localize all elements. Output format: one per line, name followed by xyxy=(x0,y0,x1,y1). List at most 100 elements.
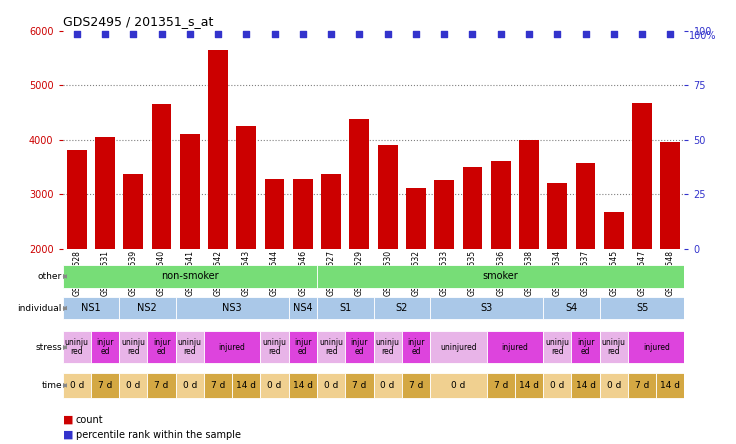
Text: 0 d: 0 d xyxy=(381,381,394,390)
Text: injured: injured xyxy=(643,343,670,352)
Bar xyxy=(176,297,289,319)
Text: other: other xyxy=(38,272,62,281)
Bar xyxy=(91,373,119,397)
Bar xyxy=(289,373,317,397)
Text: individual: individual xyxy=(18,304,62,313)
Bar xyxy=(576,163,595,357)
Bar xyxy=(208,50,228,357)
Bar xyxy=(91,331,119,363)
Point xyxy=(269,31,280,38)
Bar xyxy=(462,166,482,357)
Bar xyxy=(543,331,571,363)
Text: non-smoker: non-smoker xyxy=(161,271,219,281)
Point xyxy=(353,31,365,38)
Bar xyxy=(147,373,176,397)
Text: ■: ■ xyxy=(63,415,73,424)
Point xyxy=(439,31,450,38)
Point xyxy=(636,31,648,38)
Text: GSM122547: GSM122547 xyxy=(637,250,647,297)
Bar xyxy=(604,212,623,357)
Bar xyxy=(317,297,374,319)
Text: uninju
red: uninju red xyxy=(65,338,89,357)
Bar xyxy=(571,331,600,363)
Text: GSM122533: GSM122533 xyxy=(439,250,449,297)
Bar xyxy=(374,331,402,363)
Bar xyxy=(486,331,543,363)
Text: injur
ed: injur ed xyxy=(153,338,170,357)
Point xyxy=(71,31,82,38)
Text: GSM122528: GSM122528 xyxy=(72,250,81,296)
Bar xyxy=(152,104,171,357)
Text: GSM122539: GSM122539 xyxy=(129,250,138,297)
Point xyxy=(608,31,620,38)
Bar xyxy=(515,373,543,397)
Bar xyxy=(261,373,289,397)
Bar xyxy=(265,179,285,357)
Bar xyxy=(204,373,232,397)
Bar xyxy=(317,266,684,288)
Text: 7 d: 7 d xyxy=(155,381,169,390)
Text: GSM122544: GSM122544 xyxy=(270,250,279,297)
Bar xyxy=(147,331,176,363)
Text: stress: stress xyxy=(35,343,62,352)
Bar xyxy=(119,297,176,319)
Bar xyxy=(321,174,341,357)
Bar xyxy=(632,103,652,357)
Text: 0 d: 0 d xyxy=(183,381,197,390)
Bar xyxy=(63,297,119,319)
Bar xyxy=(519,140,539,357)
Bar xyxy=(119,373,147,397)
Text: 0 d: 0 d xyxy=(324,381,339,390)
Text: GDS2495 / 201351_s_at: GDS2495 / 201351_s_at xyxy=(63,16,213,28)
Bar xyxy=(293,179,313,357)
Point xyxy=(410,31,422,38)
Point xyxy=(382,31,394,38)
Bar xyxy=(657,373,684,397)
Text: ■: ■ xyxy=(63,430,73,440)
Bar xyxy=(176,373,204,397)
Point xyxy=(551,31,563,38)
Text: 14 d: 14 d xyxy=(660,381,680,390)
Text: GSM122541: GSM122541 xyxy=(185,250,194,297)
Text: GSM122540: GSM122540 xyxy=(157,250,166,297)
Point xyxy=(184,31,196,38)
Text: GSM122538: GSM122538 xyxy=(525,250,534,297)
Text: percentile rank within the sample: percentile rank within the sample xyxy=(76,430,241,440)
Text: smoker: smoker xyxy=(483,271,519,281)
Text: 7 d: 7 d xyxy=(210,381,225,390)
Text: GSM122531: GSM122531 xyxy=(100,250,110,297)
Text: 14 d: 14 d xyxy=(519,381,539,390)
Text: GSM122536: GSM122536 xyxy=(496,250,505,297)
Bar xyxy=(124,174,143,357)
Text: uninju
red: uninju red xyxy=(263,338,286,357)
Bar xyxy=(317,373,345,397)
Bar xyxy=(600,373,628,397)
Bar xyxy=(232,373,261,397)
Bar xyxy=(261,331,289,363)
Text: GSM122535: GSM122535 xyxy=(468,250,477,297)
Bar xyxy=(374,373,402,397)
Point xyxy=(127,31,139,38)
Point xyxy=(155,31,167,38)
Point xyxy=(241,31,252,38)
Bar xyxy=(600,331,628,363)
Bar xyxy=(350,119,369,357)
Text: NS2: NS2 xyxy=(138,303,158,313)
Text: 7 d: 7 d xyxy=(408,381,423,390)
Bar xyxy=(95,137,115,357)
Text: GSM122534: GSM122534 xyxy=(553,250,562,297)
Text: S3: S3 xyxy=(481,303,492,313)
Bar xyxy=(486,373,515,397)
Bar xyxy=(406,188,426,357)
Bar xyxy=(289,331,317,363)
Text: GSM122545: GSM122545 xyxy=(609,250,618,297)
Text: S2: S2 xyxy=(396,303,408,313)
Text: 7 d: 7 d xyxy=(98,381,112,390)
Point xyxy=(665,31,676,38)
Point xyxy=(297,31,308,38)
Bar xyxy=(600,297,684,319)
Point xyxy=(580,31,592,38)
Text: 7 d: 7 d xyxy=(494,381,508,390)
Bar xyxy=(374,297,430,319)
Point xyxy=(325,31,337,38)
